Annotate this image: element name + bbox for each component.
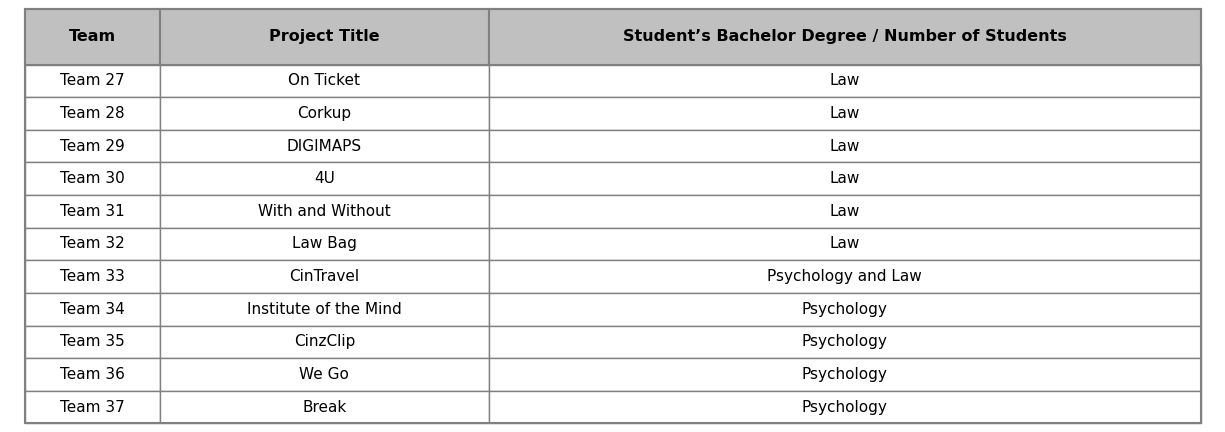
Text: CinTravel: CinTravel bbox=[289, 269, 359, 284]
Text: DIGIMAPS: DIGIMAPS bbox=[287, 139, 361, 154]
Bar bbox=[489, 130, 1200, 162]
Text: Team 35: Team 35 bbox=[60, 334, 125, 349]
Bar bbox=[159, 9, 489, 65]
Text: Team 34: Team 34 bbox=[60, 302, 125, 317]
Text: Team 28: Team 28 bbox=[60, 106, 125, 121]
Bar bbox=[489, 162, 1200, 195]
Bar bbox=[159, 358, 489, 391]
Bar bbox=[489, 65, 1200, 97]
Bar bbox=[24, 97, 159, 130]
Bar bbox=[159, 228, 489, 260]
Text: Psychology and Law: Psychology and Law bbox=[767, 269, 922, 284]
Bar bbox=[24, 162, 159, 195]
Text: Law: Law bbox=[829, 73, 860, 89]
Bar bbox=[489, 9, 1200, 65]
Bar bbox=[159, 293, 489, 326]
Text: Team 27: Team 27 bbox=[60, 73, 125, 89]
Text: Law Bag: Law Bag bbox=[292, 236, 356, 251]
Bar bbox=[24, 260, 159, 293]
Bar bbox=[489, 97, 1200, 130]
Text: Institute of the Mind: Institute of the Mind bbox=[247, 302, 402, 317]
Text: Team 32: Team 32 bbox=[60, 236, 125, 251]
Bar bbox=[24, 228, 159, 260]
Bar bbox=[489, 293, 1200, 326]
Bar bbox=[24, 326, 159, 358]
Text: Team 30: Team 30 bbox=[60, 171, 125, 186]
Text: Team 37: Team 37 bbox=[60, 400, 125, 415]
Bar bbox=[489, 358, 1200, 391]
Bar bbox=[24, 65, 159, 97]
Bar bbox=[24, 391, 159, 423]
Bar bbox=[24, 195, 159, 228]
Bar bbox=[159, 195, 489, 228]
Bar bbox=[24, 130, 159, 162]
Text: Psychology: Psychology bbox=[802, 367, 888, 382]
Bar bbox=[159, 65, 489, 97]
Text: Team 29: Team 29 bbox=[60, 139, 125, 154]
Bar bbox=[159, 391, 489, 423]
Text: Team 36: Team 36 bbox=[60, 367, 125, 382]
Text: Project Title: Project Title bbox=[270, 29, 380, 44]
Bar bbox=[489, 260, 1200, 293]
Bar bbox=[159, 260, 489, 293]
Text: Law: Law bbox=[829, 236, 860, 251]
Text: With and Without: With and Without bbox=[258, 204, 391, 219]
Bar bbox=[24, 358, 159, 391]
Text: Law: Law bbox=[829, 171, 860, 186]
Text: Corkup: Corkup bbox=[298, 106, 352, 121]
Bar bbox=[489, 195, 1200, 228]
Bar bbox=[159, 130, 489, 162]
Bar bbox=[159, 326, 489, 358]
Text: On Ticket: On Ticket bbox=[288, 73, 360, 89]
Text: Psychology: Psychology bbox=[802, 302, 888, 317]
Bar bbox=[159, 97, 489, 130]
Text: Team: Team bbox=[69, 29, 115, 44]
Bar bbox=[489, 228, 1200, 260]
Text: We Go: We Go bbox=[299, 367, 349, 382]
Text: Law: Law bbox=[829, 139, 860, 154]
Text: Team 31: Team 31 bbox=[60, 204, 125, 219]
Text: Law: Law bbox=[829, 106, 860, 121]
Text: Break: Break bbox=[303, 400, 347, 415]
Text: CinzClip: CinzClip bbox=[294, 334, 355, 349]
Text: Psychology: Psychology bbox=[802, 334, 888, 349]
Bar bbox=[489, 391, 1200, 423]
Text: Psychology: Psychology bbox=[802, 400, 888, 415]
Bar bbox=[24, 293, 159, 326]
Bar bbox=[489, 326, 1200, 358]
Text: Law: Law bbox=[829, 204, 860, 219]
Text: 4U: 4U bbox=[314, 171, 334, 186]
Text: Student’s Bachelor Degree / Number of Students: Student’s Bachelor Degree / Number of St… bbox=[622, 29, 1067, 44]
Text: Team 33: Team 33 bbox=[60, 269, 125, 284]
Bar bbox=[159, 162, 489, 195]
Bar bbox=[24, 9, 159, 65]
